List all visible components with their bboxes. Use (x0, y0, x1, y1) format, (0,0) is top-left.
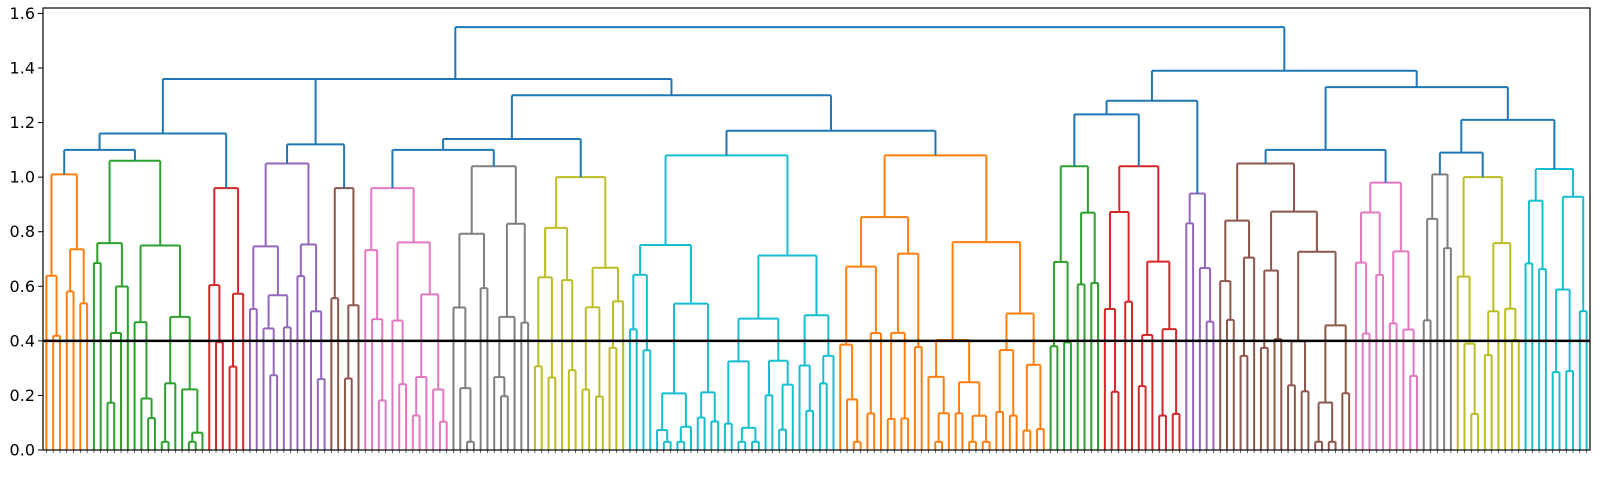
y-tick-label: 0.0 (10, 441, 35, 460)
y-tick-label: 1.4 (10, 59, 35, 78)
y-tick-label: 0.4 (10, 331, 35, 350)
y-axis: 0.0 0.2 0.4 0.6 0.8 1.0 1.2 1.4 1.6 (10, 4, 43, 460)
y-tick-label: 1.6 (10, 4, 35, 23)
plot-frame (42, 7, 1591, 451)
y-tick-label: 0.8 (10, 222, 35, 241)
y-tick-label: 0.2 (10, 386, 35, 405)
y-tick-label: 1.2 (10, 113, 35, 132)
dendrogram-links (45, 26, 1588, 450)
y-tick-label: 1.0 (10, 168, 35, 187)
x-axis (46, 450, 1587, 453)
y-tick-label: 0.6 (10, 277, 35, 296)
